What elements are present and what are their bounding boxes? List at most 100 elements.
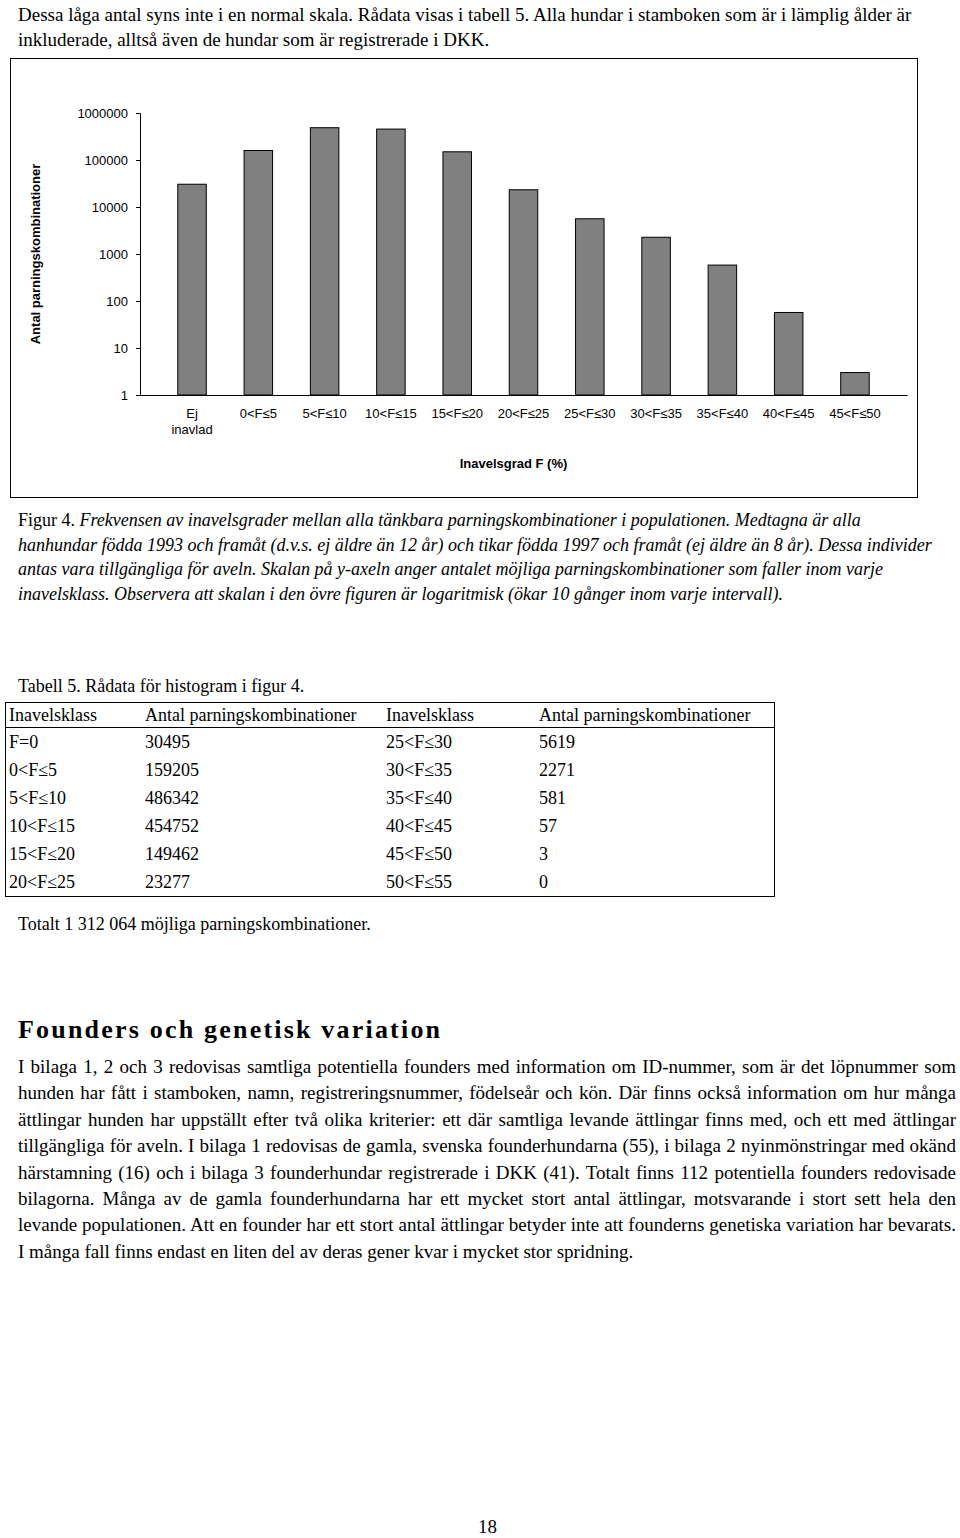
table-cell: 581	[536, 784, 775, 812]
y-tick: 10000	[92, 200, 140, 215]
figure-label: Figur 4.	[18, 510, 75, 530]
table-row: 10<F≤1545475240<F≤4557	[6, 812, 775, 840]
table-header-row: InavelsklassAntal parningskombinationerI…	[6, 703, 775, 728]
x-tick-label: 5<F≤10	[302, 406, 346, 421]
table-cell: 5619	[536, 728, 775, 757]
table-cell: 20<F≤25	[6, 868, 143, 897]
table-cell: 57	[536, 812, 775, 840]
table-cell: 50<F≤55	[383, 868, 536, 897]
bar	[509, 190, 538, 395]
bars	[178, 128, 869, 395]
y-tick-label: 10	[114, 341, 128, 356]
x-tick: 30<F≤35	[630, 395, 682, 421]
x-axis: Ejinavlad 0<F≤5 5<F≤10 10<F≤15 15<F≤20 20<F≤2…	[141, 395, 908, 437]
table-cell: 30<F≤35	[383, 756, 536, 784]
x-tick: 5<F≤10	[302, 395, 346, 421]
bar	[244, 151, 273, 395]
bar	[774, 312, 803, 395]
page-number: 18	[0, 1516, 960, 1538]
intro-text: Dessa låga antal syns inte i en normal s…	[18, 2, 953, 52]
table-cell: 454752	[142, 812, 383, 840]
y-tick-mark	[136, 160, 140, 161]
x-tick-label: 45<F≤50	[829, 406, 881, 421]
x-tick: 10<F≤15	[365, 395, 417, 421]
y-axis-line	[136, 114, 141, 396]
x-tick-label: 15<F≤20	[431, 406, 483, 421]
y-tick: 1000	[99, 247, 140, 262]
x-tick-label: Ejinavlad	[171, 406, 212, 437]
table-cell: 35<F≤40	[383, 784, 536, 812]
y-axis: 1 10 100 1000 10000 100000 1000000	[77, 106, 140, 403]
y-tick-label: 1	[121, 388, 128, 403]
table-row: 15<F≤2014946245<F≤503	[6, 840, 775, 868]
bar	[576, 219, 605, 395]
x-tick: Ejinavlad	[171, 395, 212, 437]
caption-text: Frekvensen av inavelsgrader mellan alla …	[18, 510, 932, 604]
y-tick-mark	[136, 395, 140, 396]
table-header-cell: Inavelsklass	[383, 703, 536, 728]
x-axis-line	[141, 395, 908, 396]
table-cell: 3	[536, 840, 775, 868]
bar	[708, 265, 737, 395]
table-total: Totalt 1 312 064 möjliga parningskombina…	[18, 914, 371, 935]
x-tick: 0<F≤5	[240, 395, 277, 421]
table-cell: 25<F≤30	[383, 728, 536, 757]
bar	[642, 237, 671, 395]
y-axis-title: Antal parningskombinationer	[28, 164, 43, 345]
x-tick: 20<F≤25	[498, 395, 550, 421]
y-tick: 1000000	[77, 106, 140, 121]
x-tick-label: 25<F≤30	[564, 406, 616, 421]
table-cell: F=0	[6, 728, 143, 757]
table-cell: 15<F≤20	[6, 840, 143, 868]
x-axis-title: Inavelsgrad F (%)	[460, 456, 568, 471]
y-tick: 1	[121, 388, 140, 403]
table-cell: 2271	[536, 756, 775, 784]
table-row: 20<F≤252327750<F≤550	[6, 868, 775, 897]
table-cell: 5<F≤10	[6, 784, 143, 812]
y-tick: 100	[106, 294, 140, 309]
table-cell: 159205	[142, 756, 383, 784]
chart: 1 10 100 1000 10000 100000 1000000 Ejinavlad 0<F…	[10, 58, 918, 498]
y-tick-mark	[136, 348, 140, 349]
y-tick-label: 1000	[99, 247, 128, 262]
x-tick-label: 10<F≤15	[365, 406, 417, 421]
x-tick-label: 30<F≤35	[630, 406, 682, 421]
x-tick-label: 40<F≤45	[763, 406, 815, 421]
y-tick-label: 100000	[85, 153, 128, 168]
y-tick-label: 10000	[92, 200, 128, 215]
y-tick-mark	[136, 113, 140, 114]
y-tick: 10	[114, 341, 140, 356]
y-tick-label: 100	[106, 294, 128, 309]
y-tick-label: 1000000	[77, 106, 128, 121]
table-header-cell: Antal parningskombinationer	[536, 703, 775, 728]
table-cell: 486342	[142, 784, 383, 812]
x-tick-label: 35<F≤40	[697, 406, 749, 421]
table-cell: 0	[536, 868, 775, 897]
section-heading: Founders och genetisk variation	[18, 1015, 442, 1045]
bar	[310, 128, 339, 395]
table-cell: 45<F≤50	[383, 840, 536, 868]
bar	[178, 184, 207, 395]
table-cell: 149462	[142, 840, 383, 868]
y-tick: 100000	[85, 153, 140, 168]
chart-frame	[11, 59, 918, 498]
section-paragraph: I bilaga 1, 2 och 3 redovisas samtliga p…	[18, 1054, 956, 1265]
bar	[377, 129, 406, 395]
table-row: 5<F≤1048634235<F≤40581	[6, 784, 775, 812]
x-tick: 25<F≤30	[564, 395, 616, 421]
x-tick: 35<F≤40	[697, 395, 749, 421]
table-header-cell: Antal parningskombinationer	[142, 703, 383, 728]
x-tick-label: 20<F≤25	[498, 406, 550, 421]
x-tick: 45<F≤50	[829, 395, 881, 421]
table-cell: 40<F≤45	[383, 812, 536, 840]
table-cell: 23277	[142, 868, 383, 897]
y-tick-mark	[136, 301, 140, 302]
table-cell: 0<F≤5	[6, 756, 143, 784]
table-header-cell: Inavelsklass	[6, 703, 143, 728]
y-tick-mark	[136, 207, 140, 208]
x-tick: 15<F≤20	[431, 395, 483, 421]
x-tick: 40<F≤45	[763, 395, 815, 421]
table-title: Tabell 5. Rådata för histogram i figur 4…	[18, 676, 304, 697]
table-row: 0<F≤515920530<F≤352271	[6, 756, 775, 784]
table-cell: 30495	[142, 728, 383, 757]
